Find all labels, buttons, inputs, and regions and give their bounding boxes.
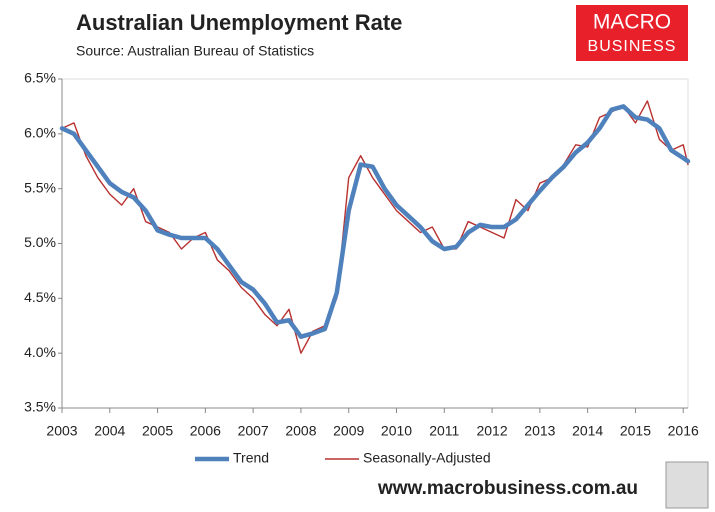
x-tick-label: 2005 [142, 423, 173, 439]
x-tick-label: 2007 [238, 423, 269, 439]
x-tick-label: 2013 [524, 423, 555, 439]
x-tick-label: 2006 [190, 423, 221, 439]
chart-title: Australian Unemployment Rate [76, 10, 402, 35]
logo-text: BUSINESS [588, 38, 677, 55]
x-tick-label: 2008 [285, 423, 316, 439]
y-tick-label: 3.5% [24, 399, 56, 415]
x-tick-label: 2011 [429, 423, 459, 439]
y-tick-label: 5.5% [24, 179, 56, 195]
x-tick-label: 2012 [476, 423, 507, 439]
y-tick-label: 6.5% [24, 70, 56, 86]
website: www.macrobusiness.com.au [377, 478, 638, 499]
y-tick-label: 5.0% [24, 234, 56, 250]
x-tick-label: 2014 [572, 423, 603, 439]
y-tick-label: 4.0% [24, 344, 56, 360]
x-tick-label: 2003 [46, 423, 77, 439]
x-tick-label: 2016 [668, 423, 699, 439]
x-tick-label: 2010 [381, 423, 412, 439]
y-tick-label: 6.0% [24, 125, 56, 141]
legend-label: Seasonally-Adjusted [363, 450, 491, 466]
chart-subtitle: Source: Australian Bureau of Statistics [76, 43, 314, 59]
plot-area [61, 78, 689, 409]
wolf-icon [665, 461, 709, 509]
logo-box [576, 5, 688, 61]
x-tick-label: 2015 [620, 423, 651, 439]
series-line [59, 104, 691, 339]
x-tick-label: 2009 [333, 423, 364, 439]
x-tick-label: 2004 [94, 423, 125, 439]
logo-text: MACRO [593, 11, 671, 34]
legend-label: Trend [233, 450, 269, 466]
y-tick-label: 4.5% [24, 289, 56, 305]
